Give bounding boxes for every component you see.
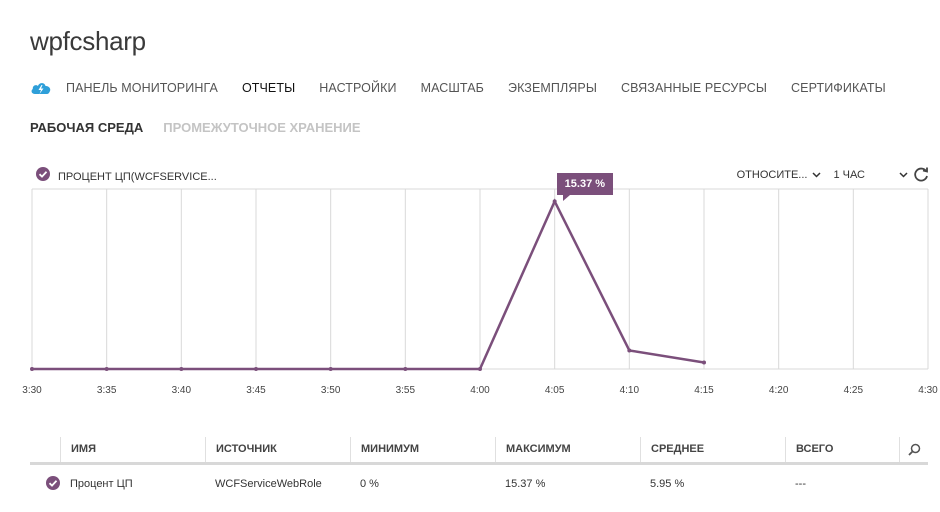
data-point — [552, 199, 557, 204]
header-total[interactable]: ВСЕГО — [785, 437, 900, 462]
x-tick-label: 3:45 — [246, 385, 266, 396]
series-line-cpu — [32, 198, 705, 371]
x-tick-label: 4:15 — [694, 385, 714, 396]
table-row[interactable]: Процент ЦП WCFServiceWebRole 0 % 15.37 %… — [30, 465, 928, 503]
nav-instances[interactable]: ЭКЗЕМПЛЯРЫ — [507, 81, 598, 95]
nav-linked-resources[interactable]: СВЯЗАННЫЕ РЕСУРСЫ — [621, 81, 768, 95]
data-point — [179, 367, 184, 371]
x-tick-label: 4:20 — [769, 385, 789, 396]
search-icon[interactable] — [899, 437, 928, 462]
cell-max: 15.37 % — [505, 478, 546, 490]
data-point — [30, 367, 34, 371]
x-tick-label: 4:00 — [470, 385, 490, 396]
header-min[interactable]: МИНИМУМ — [350, 437, 495, 462]
time-range-label: 1 ЧАС — [833, 169, 865, 181]
page-title: wpfcsharp — [30, 26, 146, 56]
peak-value-tooltip: 15.37 % — [556, 173, 614, 202]
data-point — [254, 367, 258, 371]
nav-scale[interactable]: МАСШТАБ — [420, 81, 484, 95]
data-point — [403, 367, 408, 371]
cpu-line-chart: 3:30 3:35 3:40 3:45 3:50 3:55 4:00 4:05 4:10 4:15… — [22, 188, 938, 396]
data-point — [328, 367, 333, 371]
metrics-table: ИМЯ ИСТОЧНИК МИНИМУМ МАКСИМУМ СРЕДНЕЕ ВС… — [30, 437, 928, 503]
metric-label: ПРОЦЕНТ ЦП(WCFSERVICE... — [58, 170, 217, 183]
header-spacer — [30, 437, 60, 462]
cell-average: 5.95 % — [650, 478, 685, 490]
relative-dropdown-label: ОТНОСИТЕ... — [736, 169, 808, 181]
x-tick-label: 4:25 — [844, 385, 864, 396]
header-average[interactable]: СРЕДНЕЕ — [640, 437, 785, 462]
chevron-down-icon — [812, 169, 821, 181]
cloud-service-icon[interactable] — [30, 80, 52, 96]
table-header: ИМЯ ИСТОЧНИК МИНИМУМ МАКСИМУМ СРЕДНЕЕ ВС… — [30, 437, 928, 465]
header-name[interactable]: ИМЯ — [60, 437, 205, 462]
tab-staging[interactable]: ПРОМЕЖУТОЧНОЕ ХРАНЕНИЕ — [163, 120, 361, 135]
x-tick-label: 4:05 — [545, 385, 565, 396]
cell-total: --- — [795, 478, 806, 490]
check-circle-icon[interactable] — [36, 167, 50, 186]
x-tick-label: 4:10 — [620, 385, 640, 396]
nav-certificates[interactable]: СЕРТИФИКАТЫ — [791, 81, 886, 95]
cell-name: Процент ЦП — [70, 478, 133, 490]
top-nav: ПАНЕЛЬ МОНИТОРИНГА ОТЧЕТЫ НАСТРОЙКИ МАСШ… — [30, 80, 910, 96]
header-max[interactable]: МАКСИМУМ — [495, 437, 640, 462]
x-tick-label: 3:40 — [172, 385, 192, 396]
x-tick-label: 3:35 — [97, 385, 117, 396]
cell-min: 0 % — [360, 478, 379, 490]
refresh-icon[interactable] — [912, 166, 930, 184]
x-tick-label: 3:55 — [396, 385, 416, 396]
time-range-dropdown[interactable]: 1 ЧАС — [833, 169, 908, 181]
environment-tabs: РАБОЧАЯ СРЕДА ПРОМЕЖУТОЧНОЕ ХРАНЕНИЕ — [30, 120, 381, 135]
x-tick-label: 3:30 — [22, 385, 42, 396]
relative-dropdown[interactable]: ОТНОСИТЕ... — [737, 169, 822, 181]
x-tick-label: 3:50 — [321, 385, 341, 396]
data-point — [702, 360, 706, 365]
data-point — [478, 367, 482, 371]
chevron-down-icon — [899, 169, 908, 181]
header-source[interactable]: ИСТОЧНИК — [205, 437, 350, 462]
metric-legend[interactable]: ПРОЦЕНТ ЦП(WCFSERVICE... — [36, 167, 217, 186]
cell-source: WCFServiceWebRole — [215, 478, 322, 490]
chart-controls: ОТНОСИТЕ... 1 ЧАС — [737, 166, 930, 184]
nav-reports[interactable]: ОТЧЕТЫ — [241, 81, 296, 95]
nav-settings[interactable]: НАСТРОЙКИ — [319, 81, 397, 95]
tab-production[interactable]: РАБОЧАЯ СРЕДА — [30, 120, 144, 135]
row-check-circle-icon[interactable] — [30, 475, 60, 493]
data-point — [627, 348, 632, 353]
x-tick-label: 4:30 — [918, 385, 938, 396]
data-point — [104, 367, 109, 371]
nav-dashboard[interactable]: ПАНЕЛЬ МОНИТОРИНГА — [66, 81, 218, 95]
